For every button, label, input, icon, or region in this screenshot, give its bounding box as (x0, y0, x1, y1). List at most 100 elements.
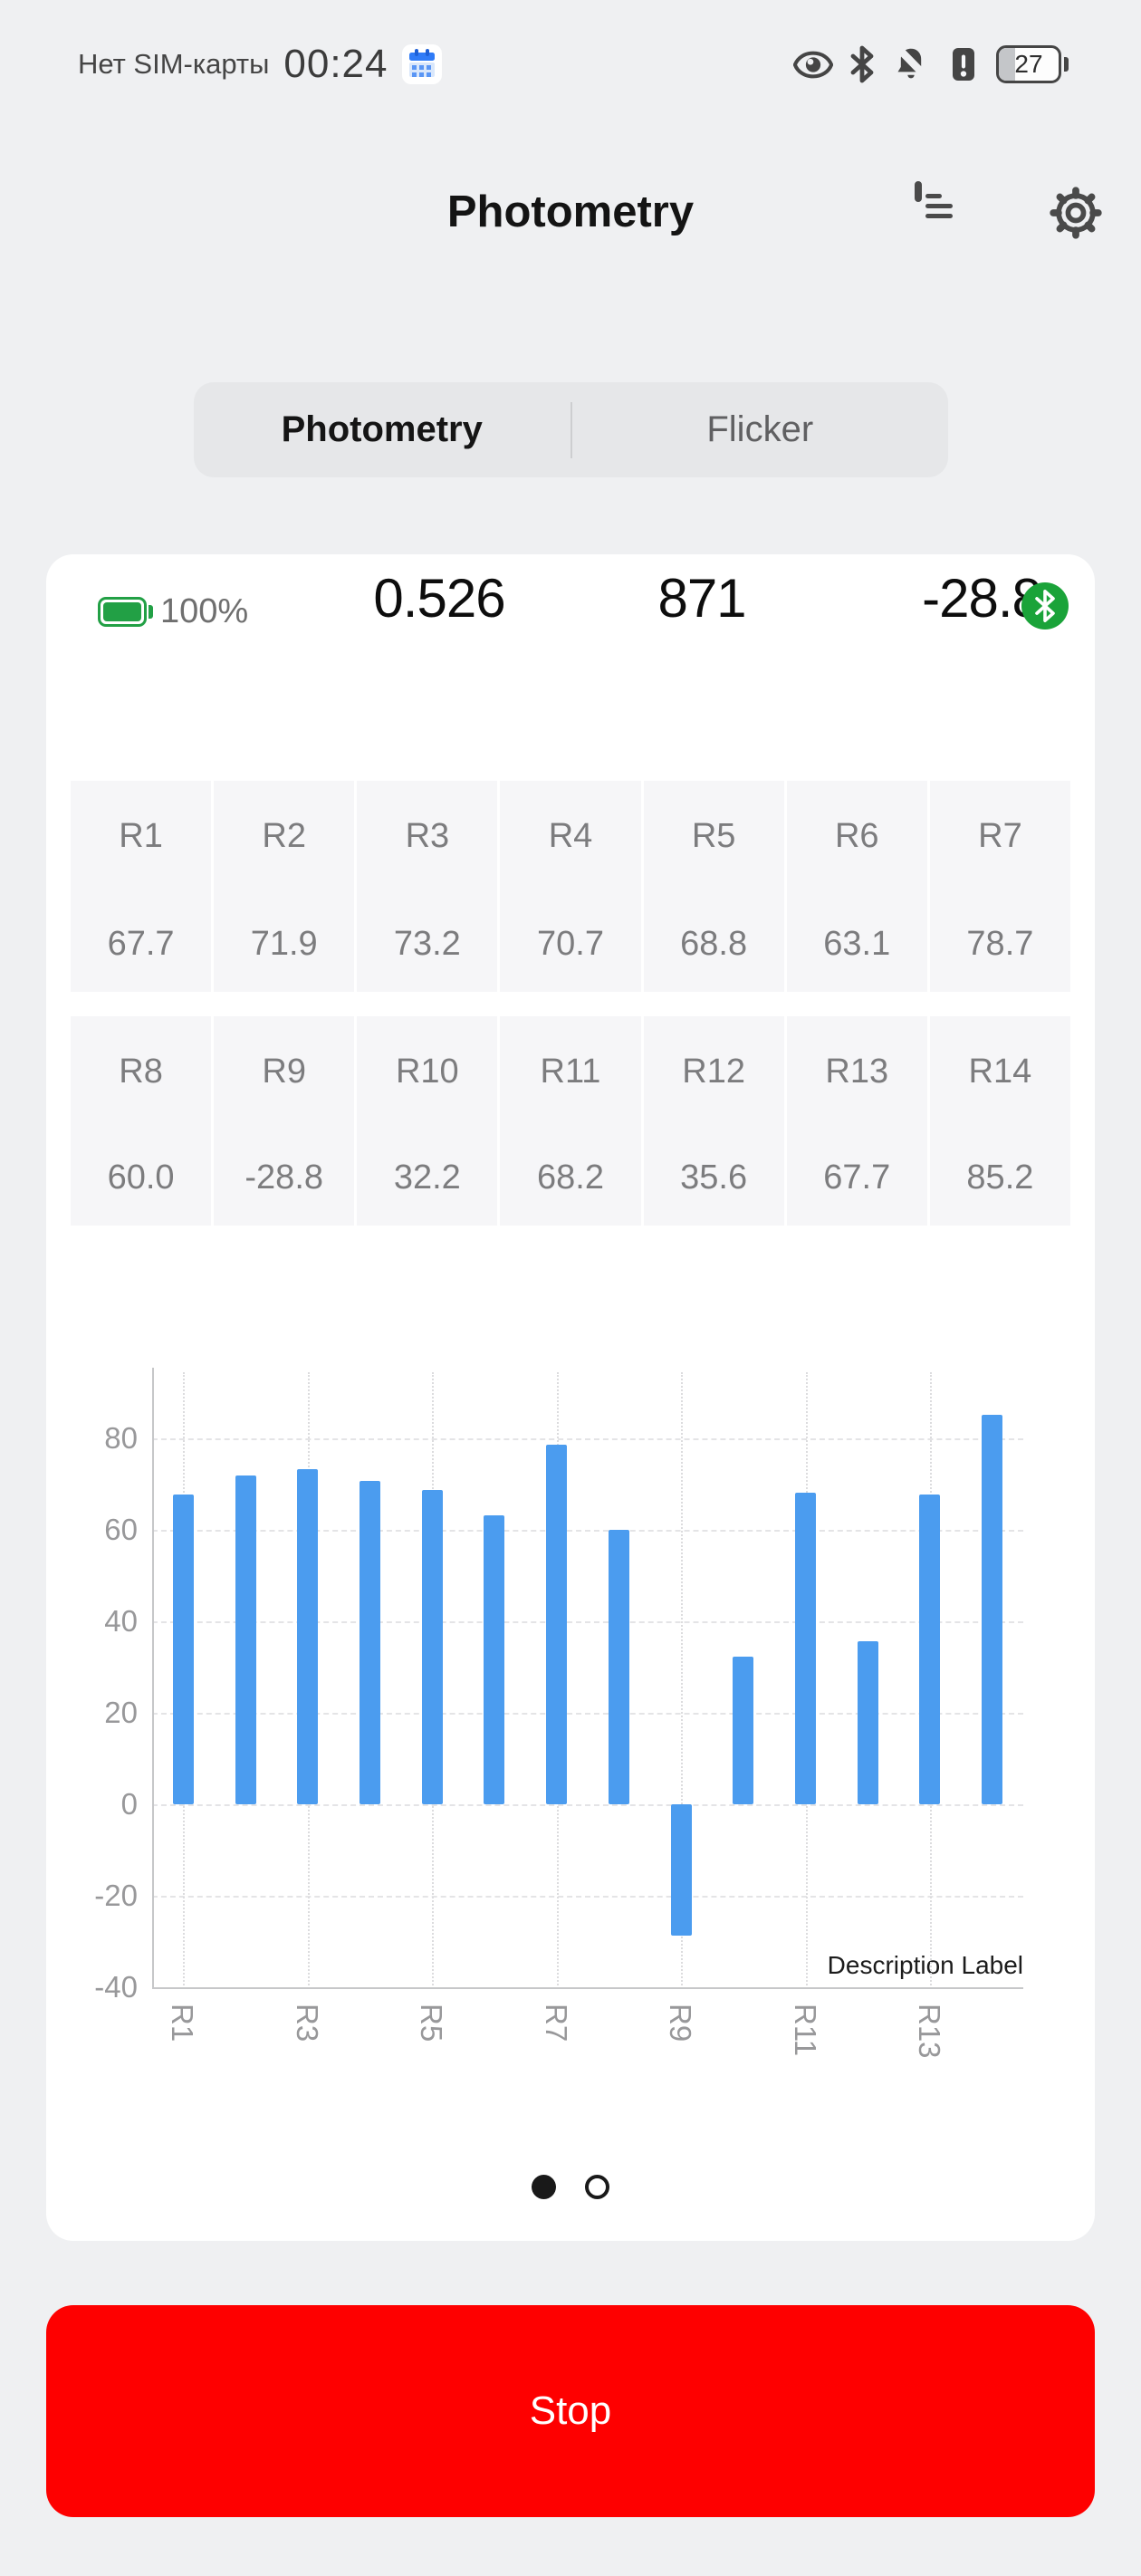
bar (484, 1515, 505, 1804)
x-axis-tick-label: R11 (788, 2004, 822, 2057)
table-value: 35.6 (680, 1158, 748, 1197)
stop-button[interactable]: Stop (46, 2305, 1095, 2517)
calendar-icon-header (409, 53, 436, 61)
bar (172, 1495, 194, 1804)
measurement-card: 100% 0.526 871 -28.8 R1 67.7 R2 71.9 R3 73.2 R… (46, 554, 1095, 2241)
table-column: R11 68.2 (500, 1016, 641, 1226)
table-column: R3 73.2 (357, 781, 498, 992)
table-value: 71.9 (250, 925, 318, 963)
gridline-horizontal (152, 1438, 1023, 1440)
table-value: 67.7 (823, 1158, 891, 1197)
y-axis-tick-label: 20 (104, 1696, 138, 1729)
gridline-vertical (805, 1372, 808, 1989)
bluetooth-icon (849, 45, 875, 83)
x-axis-tick-label: R3 (290, 2004, 324, 2043)
battery-fill (999, 48, 1015, 81)
eye-icon (793, 51, 833, 79)
table-column: R10 32.2 (357, 1016, 498, 1226)
table-header: R7 (978, 817, 1022, 855)
clock: 00:24 (283, 42, 388, 86)
tab-photometry[interactable]: Photometry (194, 382, 570, 477)
calendar-icon-body (409, 62, 436, 77)
bar (982, 1414, 1003, 1804)
page-dot-2[interactable] (585, 2175, 609, 2199)
bar (608, 1530, 629, 1804)
bar (670, 1804, 692, 1937)
table-column: R1 67.7 (71, 781, 212, 992)
table-column: R4 70.7 (500, 781, 641, 992)
sim-alert-icon (947, 44, 980, 84)
y-axis-tick-label: 0 (120, 1787, 138, 1821)
x-axis-tick-label: R13 (912, 2004, 946, 2059)
page-indicator (46, 2175, 1095, 2199)
gridline-horizontal (152, 1713, 1023, 1715)
x-axis-tick-label: R9 (664, 2004, 698, 2043)
table-value: -28.8 (244, 1158, 324, 1197)
calendar-icon (402, 44, 443, 84)
table-column: R9 -28.8 (214, 1016, 355, 1226)
bar (235, 1475, 256, 1804)
settings-button[interactable] (1048, 185, 1104, 244)
gridline-horizontal (152, 1804, 1023, 1806)
table-header: R10 (395, 1053, 459, 1091)
table-header: R1 (119, 817, 163, 855)
table-column: R12 35.6 (643, 1016, 784, 1226)
bar (546, 1444, 568, 1804)
table-header: R6 (834, 817, 879, 855)
tab-divider (570, 401, 572, 458)
table-value: 73.2 (393, 925, 461, 963)
r-values-table-2: R8 60.0 R9 -28.8 R10 32.2 R11 68.2 R12 35.6 R13 67.… (71, 1016, 1070, 1226)
table-column: R7 78.7 (929, 781, 1070, 992)
table-header: R14 (968, 1053, 1032, 1091)
y-axis-tick-label: -40 (94, 1970, 138, 2004)
carrier-text: Нет SIM-карты (78, 48, 270, 80)
bar (795, 1492, 816, 1804)
calendar-icon-ring (415, 49, 419, 56)
table-header: R9 (262, 1053, 306, 1091)
device-battery-nub (149, 605, 153, 619)
x-axis-line (152, 1987, 1023, 1989)
gridline-vertical (556, 1372, 559, 1989)
notifications-off-icon (891, 44, 931, 84)
battery-nub (1064, 57, 1069, 72)
table-header: R2 (262, 817, 306, 855)
gridline-vertical (929, 1372, 932, 1989)
bar (297, 1469, 319, 1804)
table-value: 63.1 (823, 925, 891, 963)
gridline-vertical (681, 1372, 684, 1989)
table-column: R6 63.1 (786, 781, 927, 992)
table-header: R8 (119, 1053, 163, 1091)
gridline-vertical (432, 1372, 435, 1989)
table-column: R8 60.0 (71, 1016, 212, 1226)
x-axis-tick-label: R1 (166, 2004, 200, 2043)
table-value: 85.2 (966, 1158, 1034, 1197)
calendar-icon-ring (426, 49, 430, 56)
bar (919, 1495, 941, 1804)
page-dot-1[interactable] (532, 2175, 556, 2199)
status-right: 27 (793, 44, 1069, 84)
table-value: 68.8 (680, 925, 748, 963)
table-value: 67.7 (107, 925, 175, 963)
chart-annotation: Description Label (827, 1951, 1023, 1979)
bar (857, 1641, 878, 1804)
x-axis-tick-label: R7 (539, 2004, 573, 2043)
table-value: 32.2 (393, 1158, 461, 1197)
gridline-horizontal (152, 1896, 1023, 1898)
y-axis-tick-label: 40 (104, 1604, 138, 1638)
y-axis-tick-label: -20 (94, 1879, 138, 1912)
table-column: R2 71.9 (214, 781, 355, 992)
table-value: 60.0 (107, 1158, 175, 1197)
report-button[interactable] (915, 181, 953, 218)
bluetooth-connected-badge (1021, 582, 1069, 630)
bar (360, 1480, 380, 1804)
table-header: R13 (825, 1053, 889, 1091)
battery-outline: 27 (996, 45, 1061, 83)
tab-flicker[interactable]: Flicker (572, 382, 949, 477)
table-column: R14 85.2 (929, 1016, 1070, 1226)
table-value: 78.7 (966, 925, 1034, 963)
r-values-table-1: R1 67.7 R2 71.9 R3 73.2 R4 70.7 R5 68.8 R6 63.1 R7 78… (71, 781, 1070, 992)
device-battery-label: 100% (160, 592, 249, 630)
table-header: R11 (540, 1053, 601, 1091)
table-header: R5 (691, 817, 736, 855)
